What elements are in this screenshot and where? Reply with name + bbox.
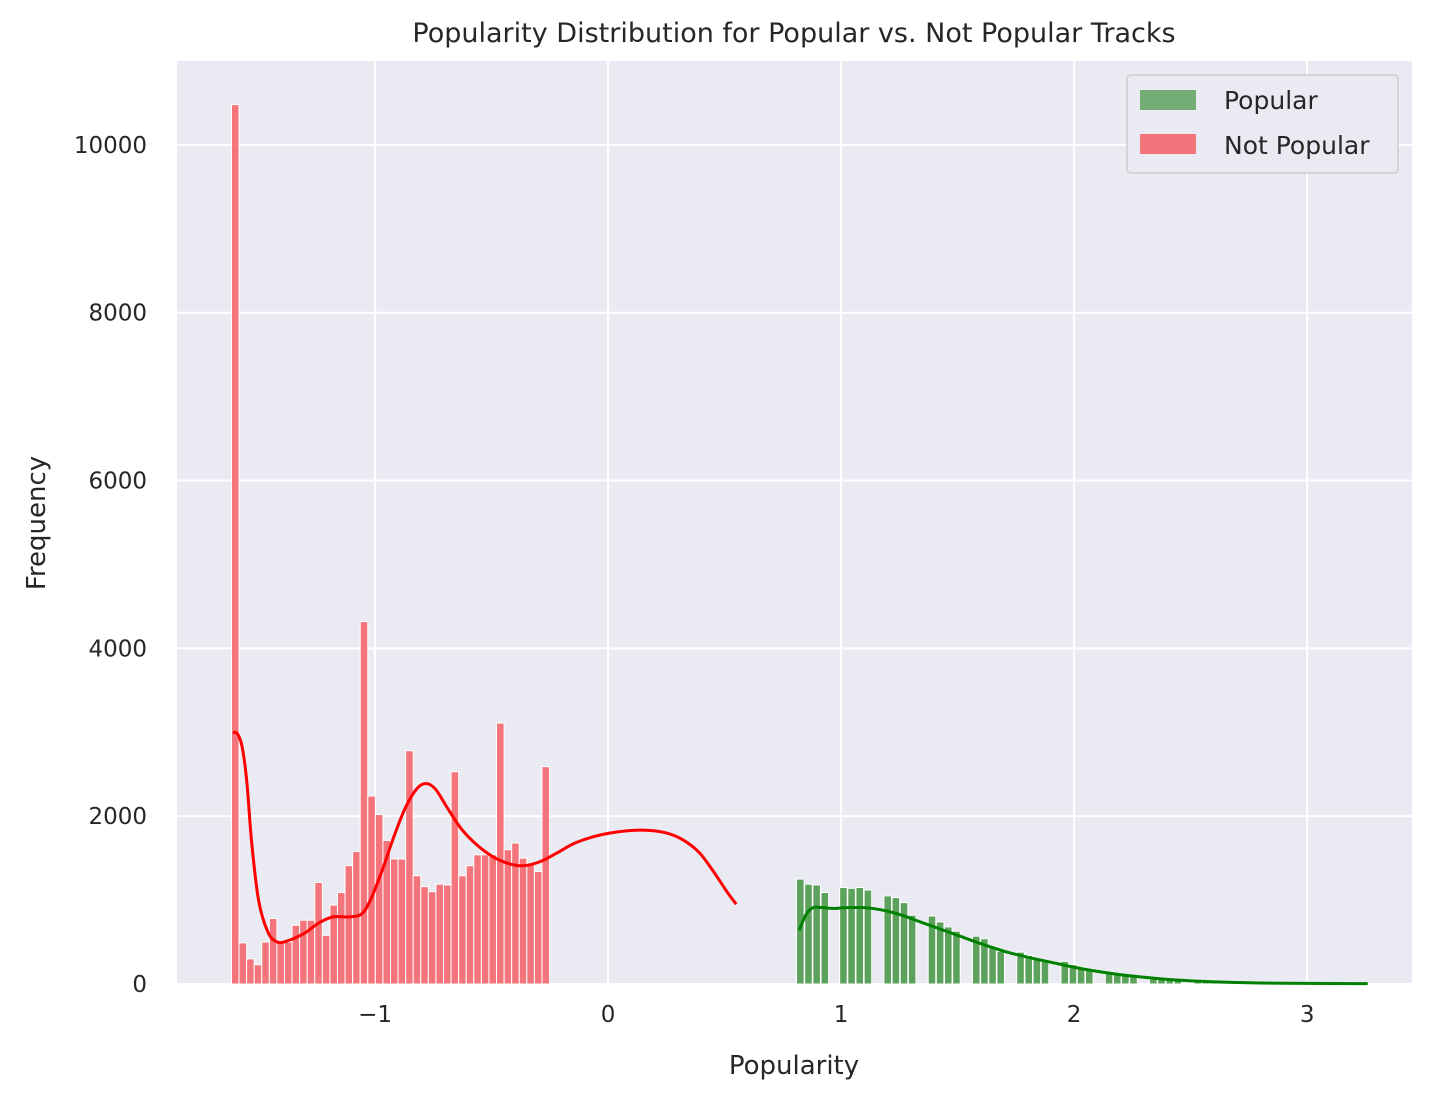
x-tick-label: 1 bbox=[834, 1002, 849, 1028]
legend-swatch-not-popular bbox=[1140, 134, 1196, 154]
popular-bar bbox=[899, 902, 909, 985]
not-popular-bar bbox=[473, 854, 482, 985]
y-tick-label: 2000 bbox=[88, 804, 147, 830]
not-popular-bar bbox=[503, 849, 513, 985]
not-popular-bar bbox=[443, 884, 452, 985]
not-popular-bar bbox=[518, 857, 528, 985]
y-tick-label: 10000 bbox=[74, 133, 147, 159]
not-popular-bar bbox=[344, 865, 354, 985]
not-popular-bar bbox=[253, 964, 263, 985]
x-axis-label: Popularity bbox=[729, 1051, 859, 1081]
x-tick-label: 0 bbox=[601, 1002, 616, 1028]
not-popular-bar bbox=[541, 766, 551, 985]
y-tick-labels: 0 2000 4000 6000 8000 10000 bbox=[74, 133, 147, 998]
not-popular-bar bbox=[533, 871, 543, 985]
popular-bar bbox=[839, 887, 848, 985]
not-popular-bar bbox=[261, 941, 270, 985]
not-popular-bar bbox=[276, 942, 285, 985]
not-popular-bar bbox=[390, 858, 399, 985]
y-tick-label: 0 bbox=[132, 972, 147, 998]
not-popular-bar bbox=[526, 863, 535, 985]
popular-bar bbox=[820, 892, 830, 985]
popular-bar bbox=[796, 878, 805, 985]
x-tick-labels: −1 0 1 2 3 bbox=[358, 1002, 1314, 1028]
not-popular-bar bbox=[397, 858, 407, 985]
popular-bar bbox=[935, 921, 945, 985]
y-tick-label: 8000 bbox=[88, 301, 147, 327]
not-popular-bar bbox=[465, 865, 475, 985]
popular-bar bbox=[1068, 964, 1078, 985]
not-popular-bar bbox=[496, 722, 505, 985]
popular-bar bbox=[907, 914, 917, 985]
popular-bars bbox=[796, 878, 1368, 985]
legend-label-popular: Popular bbox=[1224, 86, 1318, 115]
legend-swatch-popular bbox=[1140, 90, 1196, 110]
not-popular-bar bbox=[299, 919, 308, 985]
popular-bar bbox=[1024, 954, 1033, 985]
y-tick-label: 4000 bbox=[88, 636, 147, 662]
popular-bar bbox=[891, 897, 901, 985]
popular-bar bbox=[944, 926, 953, 985]
not-popular-bar bbox=[238, 942, 248, 985]
not-popular-bar bbox=[314, 881, 323, 985]
popular-bar bbox=[980, 938, 989, 985]
not-popular-bar bbox=[359, 621, 369, 985]
not-popular-bar bbox=[246, 958, 255, 985]
popular-bar bbox=[1016, 951, 1025, 985]
not-popular-bar bbox=[283, 941, 293, 985]
not-popular-bar bbox=[412, 875, 422, 985]
legend-label-not-popular: Not Popular bbox=[1224, 131, 1370, 160]
chart-title: Popularity Distribution for Popular vs. … bbox=[412, 18, 1175, 49]
not-popular-bar bbox=[230, 104, 240, 985]
not-popular-kde-line bbox=[232, 730, 738, 945]
not-popular-bar bbox=[405, 750, 414, 985]
legend: Popular Not Popular bbox=[1126, 74, 1399, 174]
popular-bar bbox=[996, 950, 1006, 985]
popular-bar bbox=[883, 895, 892, 985]
not-popular-bar bbox=[268, 918, 278, 985]
popular-bar bbox=[952, 930, 961, 985]
x-tick-label: 2 bbox=[1067, 1002, 1082, 1028]
popular-bar bbox=[812, 884, 821, 985]
not-popular-bars bbox=[230, 104, 551, 985]
popular-bar bbox=[1032, 958, 1042, 985]
not-popular-bar bbox=[321, 934, 331, 985]
not-popular-bar bbox=[291, 924, 301, 985]
popular-bar bbox=[971, 935, 981, 985]
not-popular-bar bbox=[420, 886, 429, 985]
y-axis-label: Frequency bbox=[22, 456, 52, 590]
not-popular-bar bbox=[435, 883, 445, 985]
popular-bar bbox=[988, 946, 997, 985]
y-tick-label: 6000 bbox=[88, 469, 147, 495]
not-popular-bar bbox=[488, 854, 498, 985]
not-popular-bar bbox=[450, 771, 460, 985]
not-popular-bar bbox=[374, 814, 384, 985]
not-popular-bar bbox=[458, 875, 467, 985]
popular-kde-line bbox=[797, 905, 1368, 986]
not-popular-bar bbox=[480, 854, 490, 985]
popular-bar bbox=[847, 887, 856, 985]
popular-bar bbox=[855, 887, 865, 985]
not-popular-bar bbox=[427, 891, 437, 985]
popular-bar bbox=[927, 915, 937, 985]
x-tick-label: −1 bbox=[358, 1002, 392, 1028]
x-tick-label: 3 bbox=[1300, 1002, 1315, 1028]
popular-bar bbox=[1040, 960, 1050, 985]
popular-bar bbox=[863, 889, 873, 985]
not-popular-bar bbox=[336, 892, 346, 985]
popular-bar bbox=[1060, 960, 1070, 985]
popular-bar bbox=[804, 883, 813, 985]
